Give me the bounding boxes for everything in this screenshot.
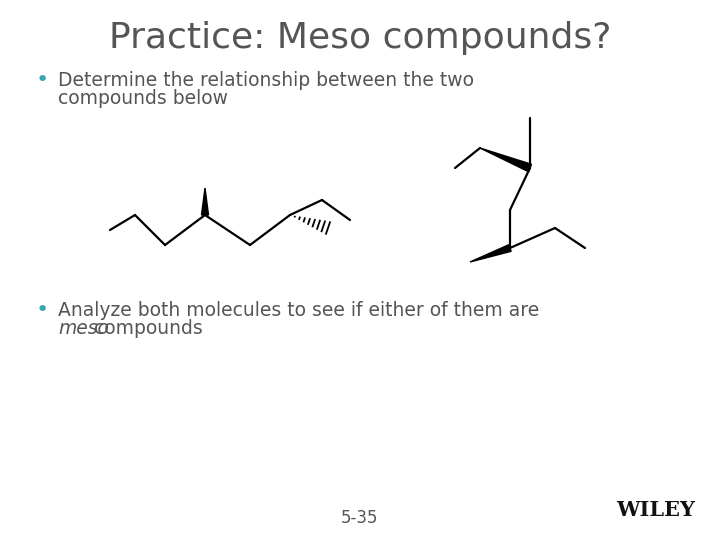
- Text: WILEY: WILEY: [616, 500, 695, 520]
- Text: meso: meso: [58, 319, 109, 338]
- Text: compounds below: compounds below: [58, 89, 228, 107]
- Polygon shape: [470, 245, 511, 262]
- Text: •: •: [35, 70, 49, 90]
- Polygon shape: [480, 148, 531, 172]
- Polygon shape: [202, 188, 209, 215]
- Text: 5-35: 5-35: [341, 509, 379, 527]
- Text: Analyze both molecules to see if either of them are: Analyze both molecules to see if either …: [58, 300, 539, 320]
- Text: Practice: Meso compounds?: Practice: Meso compounds?: [109, 21, 611, 55]
- Text: Determine the relationship between the two: Determine the relationship between the t…: [58, 71, 474, 90]
- Text: •: •: [35, 300, 49, 320]
- Text: compounds: compounds: [88, 319, 203, 338]
